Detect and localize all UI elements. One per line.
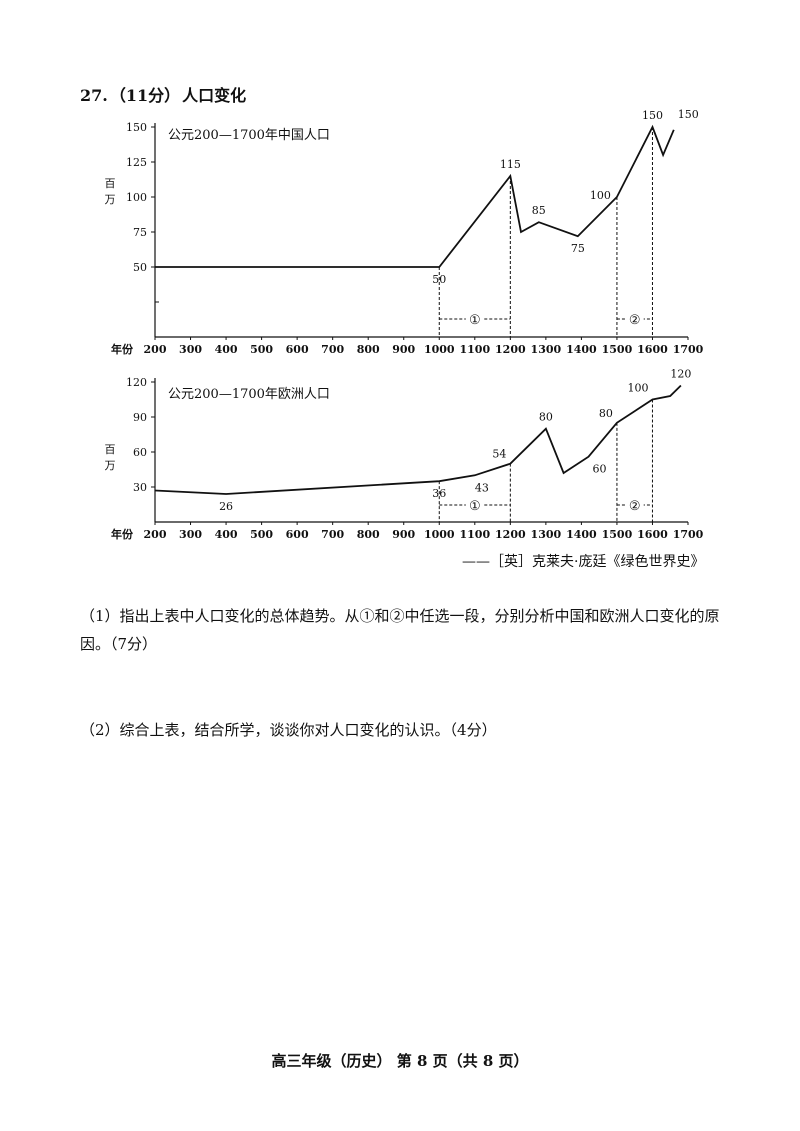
china-data-label: 85 [532,204,546,217]
europe-x-tick-label: 1100 [459,528,490,541]
china-period-1-label: ① [469,313,481,328]
china-x-tick-label: 1000 [424,343,455,356]
china-x-tick-label: 700 [321,343,344,356]
china-x-tick-label: 1200 [495,343,526,356]
europe-x-tick-label: 1700 [673,528,704,541]
europe-data-label: 43 [475,481,489,494]
china-x-tick-label: 1400 [566,343,597,356]
europe-y-tick-label: 90 [133,411,147,424]
china-x-tick-label: 1500 [602,343,633,356]
source-citation: ——［英］克莱夫·庞廷《绿色世界史》 [462,554,705,570]
china-y-tick-label: 100 [126,191,147,204]
china-x-tick-label: 1100 [459,343,490,356]
europe-period-2-label-bg [625,497,644,513]
china-data-label: 150 [642,109,663,122]
europe-x-tick-label: 300 [179,528,202,541]
china-x-tick-label: 300 [179,343,202,356]
europe-x-tick-label: 800 [357,528,380,541]
china-x-tick-label: 1600 [637,343,668,356]
europe-data-label: 26 [219,500,233,513]
china-period-1-label-bg [465,311,484,327]
europe-x-tick-label: 900 [392,528,415,541]
china-data-label: 50 [432,273,446,286]
china-x-tick-label: 500 [250,343,273,356]
china-y-tick-label: 75 [133,226,147,239]
question-topic: 人口变化 [182,86,247,105]
europe-y-unit-label: 百 [105,443,116,456]
china-x-tick-label: 1700 [673,343,704,356]
europe-x-tick-label: 1300 [531,528,562,541]
europe-x-tick-label: 1500 [602,528,633,541]
europe-x-axis-label: 年份 [111,527,134,541]
europe-data-label: 36 [432,487,446,500]
europe-data-label: 100 [627,382,648,395]
europe-y-tick-label: 60 [133,446,147,459]
china-y-unit-label: 百 [105,177,116,190]
china-period-2-label-bg [625,311,644,327]
europe-x-tick-label: 700 [321,528,344,541]
europe-x-tick-label: 200 [144,528,167,541]
europe-y-tick-label: 120 [126,376,147,389]
china-y-tick-label: 125 [126,156,147,169]
china-data-label: 115 [500,158,521,171]
europe-y-tick-label: 30 [133,481,147,494]
europe-x-tick-label: 1600 [637,528,668,541]
europe-data-label: 80 [539,411,553,424]
question-points: （11分） [109,86,181,105]
europe-population-line [154,384,682,495]
europe-x-tick-label: 600 [286,528,309,541]
europe-y-unit-label: 万 [105,459,116,472]
question-title: 27. （11分） 人口变化 [80,82,246,106]
china-y-tick-label: 150 [126,121,147,134]
europe-x-tick-label: 500 [250,528,273,541]
china-x-tick-label: 600 [286,343,309,356]
europe-data-label: 120 [670,368,691,381]
europe-x-tick-label: 1000 [424,528,455,541]
europe-data-label: 80 [599,407,613,420]
europe-x-tick-label: 1200 [495,528,526,541]
china-data-label: 150 [678,108,699,121]
china-chart-title: 公元200—1700年中国人口 [168,128,330,143]
europe-data-label: 60 [593,463,607,476]
china-population-line [155,124,675,268]
china-x-tick-label: 1300 [531,343,562,356]
china-y-unit-label: 万 [105,193,116,206]
page-footer: 高三年级（历史） 第 8 页（共 8 页） [271,1052,529,1070]
china-y-tick-label: 50 [133,261,147,274]
china-data-label: 75 [571,242,585,255]
sub-question-1: （1）指出上表中人口变化的总体趋势。从①和②中任选一段，分别分析中国和欧洲人口变… [80,607,720,653]
europe-period-2-label: ② [629,499,641,514]
europe-x-tick-label: 400 [215,528,238,541]
china-x-axis-label: 年份 [111,342,134,356]
china-data-label: 100 [590,189,611,202]
europe-period-1-label: ① [469,499,481,514]
question-number: 27. [80,86,108,105]
china-period-2-label: ② [629,313,641,328]
europe-x-tick-label: 1400 [566,528,597,541]
europe-data-label: 54 [492,448,506,461]
sub-question-2: （2）综合上表，结合所学，谈谈你对人口变化的认识。（4分） [80,721,497,739]
china-x-tick-label: 800 [357,343,380,356]
china-x-tick-label: 400 [215,343,238,356]
europe-period-1-label-bg [465,497,484,513]
china-x-tick-label: 200 [144,343,167,356]
europe-chart-title: 公元200—1700年欧洲人口 [168,387,330,402]
china-x-tick-label: 900 [392,343,415,356]
